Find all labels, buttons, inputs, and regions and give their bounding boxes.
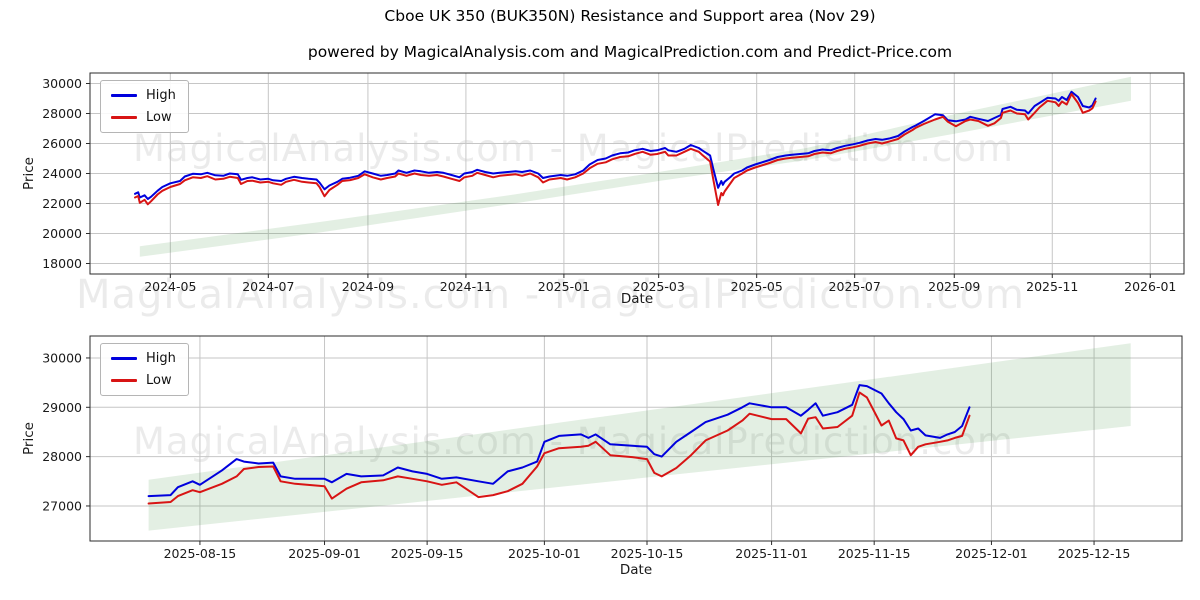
low-line xyxy=(134,93,1097,206)
legend-bottom-chart: High Low xyxy=(100,343,189,396)
x-tick-label: 2024-05 xyxy=(144,279,196,294)
high-line-swatch xyxy=(111,357,137,360)
legend-item-high: High xyxy=(111,88,176,103)
chart-title: Cboe UK 350 (BUK350N) Resistance and Sup… xyxy=(384,7,876,25)
x-axis-label: Date xyxy=(621,291,653,307)
y-tick-label: 20000 xyxy=(42,226,82,241)
x-axis-label: Date xyxy=(620,562,652,578)
legend-top-chart: High Low xyxy=(100,80,189,133)
x-tick-label: 2025-08-15 xyxy=(164,546,237,561)
x-tick-label: 2024-11 xyxy=(440,279,492,294)
x-tick-label: 2025-09-15 xyxy=(391,546,464,561)
y-tick-label: 27000 xyxy=(42,498,82,513)
x-tick-label: 2025-03 xyxy=(633,279,685,294)
x-tick-label: 2025-12-15 xyxy=(1058,546,1131,561)
bottom-chart: 2025-08-15 2025-09-01 2025-09-15 2025-10-01… xyxy=(21,335,1183,578)
legend-item-low: Low xyxy=(111,373,176,388)
top-chart: 2024-05 2024-07 2024-09 2024-11 2025-01 2025-… xyxy=(21,72,1185,307)
x-tick-label: 2025-05 xyxy=(731,279,783,294)
y-tick-label: 29000 xyxy=(42,400,82,415)
legend-label-low: Low xyxy=(146,373,172,388)
y-tick-label: 28000 xyxy=(42,449,82,464)
x-tick-label: 2025-10-15 xyxy=(611,546,684,561)
x-tick-label: 2025-01 xyxy=(538,279,590,294)
y-tick-label: 30000 xyxy=(42,76,82,91)
tick-marks xyxy=(86,83,1151,278)
x-tick-label: 2024-07 xyxy=(242,279,294,294)
high-line-swatch xyxy=(111,94,137,97)
x-tick-label: 2025-11-01 xyxy=(735,546,808,561)
axes-frame xyxy=(89,335,1183,542)
y-axis-label: Price xyxy=(21,157,37,190)
x-tick-label: 2025-11-15 xyxy=(838,546,911,561)
legend-label-low: Low xyxy=(146,110,172,125)
x-tick-label: 2025-11 xyxy=(1026,279,1078,294)
tick-marks xyxy=(86,357,1095,545)
x-tick-label: 2024-09 xyxy=(342,279,394,294)
gridlines xyxy=(90,73,1184,274)
y-tick-label: 30000 xyxy=(42,350,82,365)
chart-subtitle: powered by MagicalAnalysis.com and Magic… xyxy=(307,43,953,61)
x-tick-label: 2025-12-01 xyxy=(955,546,1028,561)
y-tick-label: 28000 xyxy=(42,106,82,121)
low-line-swatch xyxy=(111,116,137,119)
support-resistance-area xyxy=(139,76,1132,257)
y-tick-label: 22000 xyxy=(42,196,82,211)
legend-item-low: Low xyxy=(111,110,176,125)
x-tick-label: 2025-07 xyxy=(829,279,881,294)
low-line-swatch xyxy=(111,379,137,382)
high-line xyxy=(147,384,971,498)
legend-label-high: High xyxy=(146,88,176,103)
high-line xyxy=(134,90,1097,200)
support-resistance-area xyxy=(148,343,1131,531)
legend-label-high: High xyxy=(146,351,176,366)
y-tick-label: 26000 xyxy=(42,136,82,151)
y-tick-label: 24000 xyxy=(42,166,82,181)
x-tick-label: 2026-01 xyxy=(1124,279,1176,294)
x-tick-label: 2025-10-01 xyxy=(508,546,581,561)
y-axis-label: Price xyxy=(21,422,37,455)
legend-item-high: High xyxy=(111,351,176,366)
low-line xyxy=(147,391,971,505)
x-tick-label: 2025-09-01 xyxy=(288,546,361,561)
y-tick-label: 18000 xyxy=(42,256,82,271)
x-tick-label: 2025-09 xyxy=(928,279,980,294)
